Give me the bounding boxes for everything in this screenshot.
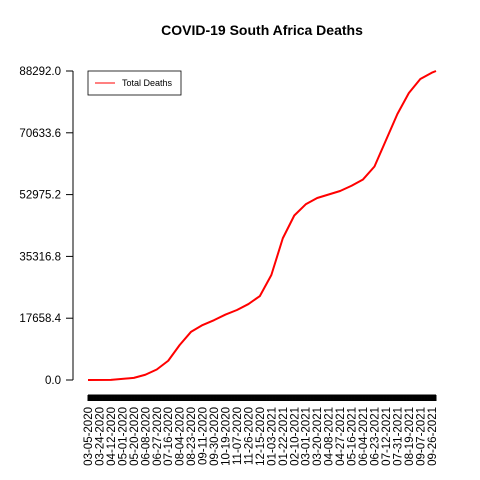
x-tick-label: 05-20-2020 — [129, 407, 141, 466]
x-tick-label: 06-08-2020 — [140, 407, 152, 466]
x-tick-label: 04-08-2021 — [324, 407, 336, 466]
x-tick-label: 03-24-2020 — [94, 407, 106, 466]
legend: Total Deaths — [87, 70, 182, 96]
x-tick-label: 07-31-2021 — [392, 407, 404, 466]
x-tick-label: 08-19-2021 — [404, 407, 416, 466]
y-tick-label: 17658.4 — [19, 313, 61, 325]
x-tick-label: 12-15-2020 — [255, 407, 267, 466]
x-tick-label: 11-07-2020 — [232, 407, 244, 465]
x-tick-label: 04-27-2021 — [335, 407, 347, 466]
y-tick-label: 52975.2 — [19, 190, 61, 202]
x-tick-label: 09-07-2021 — [415, 407, 427, 466]
x-tick-label: 09-11-2020 — [198, 407, 210, 465]
axes: 0.0 17658.4 35316.8 52975.2 70633.6 88292.0 03… — [19, 66, 438, 466]
x-tick-label: 01-22-2021 — [278, 407, 290, 466]
x-tick-label: 01-03-2021 — [266, 407, 278, 466]
x-tick-label: 07-12-2021 — [381, 407, 393, 466]
y-tick-label: 70633.6 — [19, 128, 61, 140]
x-tick-label: 10-19-2020 — [221, 407, 233, 466]
x-tick-label: 08-04-2020 — [175, 407, 187, 466]
x-tick-label: 03-20-2021 — [312, 407, 324, 466]
x-tick-label: 06-23-2021 — [369, 407, 381, 466]
x-tick-label: 02-10-2021 — [289, 407, 301, 466]
plot-area — [87, 70, 437, 381]
x-tick-label: 03-05-2020 — [83, 407, 95, 466]
y-tick-label: 88292.0 — [19, 66, 61, 78]
x-tick-label: 08-23-2020 — [186, 407, 198, 466]
x-tick-label: 03-01-2021 — [301, 407, 313, 466]
legend-label-total-deaths: Total Deaths — [122, 78, 173, 88]
x-tick-label: 09-26-2021 — [427, 407, 439, 466]
x-tick-label: 06-04-2021 — [358, 407, 370, 466]
x-tick-label: 05-16-2021 — [347, 407, 359, 466]
series-line-total-deaths — [87, 70, 437, 381]
y-tick-label: 0.0 — [45, 375, 61, 387]
x-tick-label: 09-30-2020 — [209, 407, 221, 466]
x-tick-label: 11-26-2020 — [243, 407, 255, 465]
y-tick-label: 35316.8 — [19, 251, 61, 263]
chart-title: COVID-19 South Africa Deaths — [161, 22, 363, 38]
x-tick-label: 06-27-2020 — [152, 407, 164, 466]
x-tick-label: 07-16-2020 — [163, 407, 175, 466]
x-tick-label: 05-01-2020 — [117, 407, 129, 466]
x-tick-label: 04-12-2020 — [106, 407, 118, 466]
